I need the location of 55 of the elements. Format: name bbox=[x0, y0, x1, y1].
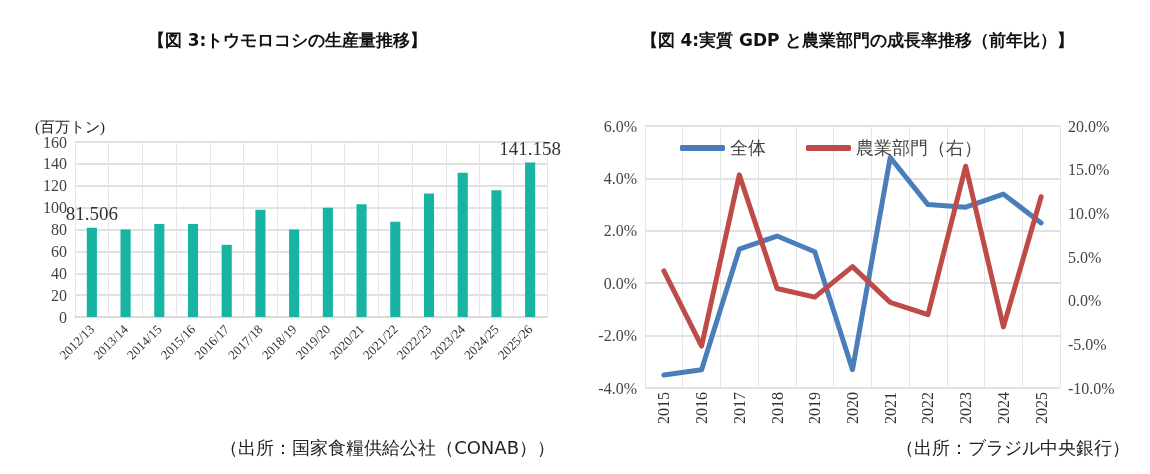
y-tick-label: 20 bbox=[51, 286, 67, 304]
x-tick-label: 2024 bbox=[994, 392, 1012, 424]
y-tick-label: 2.0% bbox=[603, 222, 637, 240]
bar bbox=[120, 229, 131, 317]
bar bbox=[86, 227, 97, 317]
legend-label: 全体 bbox=[730, 138, 766, 158]
bar bbox=[187, 224, 199, 317]
y-tick-label: -4.0% bbox=[598, 379, 637, 397]
x-tick-label: 2018 bbox=[768, 392, 786, 424]
x-tick-label: 2022 bbox=[919, 392, 937, 424]
x-tick-label: 2025 bbox=[1032, 392, 1050, 424]
x-tick-label: 2023 bbox=[957, 392, 975, 424]
bar bbox=[423, 193, 435, 317]
bar bbox=[255, 209, 266, 317]
y-tick-label: 0 bbox=[59, 308, 67, 326]
y2-tick-label: 20.0% bbox=[1068, 117, 1110, 135]
y-tick-label: 160 bbox=[43, 133, 67, 151]
data-label: 141.158 bbox=[499, 137, 562, 159]
text: （出所：ブラジル中央銀行） bbox=[896, 436, 1130, 458]
y-tick-label: 0.0% bbox=[603, 274, 637, 292]
y-tick-label: -2.0% bbox=[598, 327, 637, 345]
y2-tick-label: -5.0% bbox=[1068, 335, 1107, 353]
y2-tick-label: 0.0% bbox=[1068, 292, 1102, 310]
chart-title: 【図 3:トウモロコシの生産量推移】 bbox=[147, 29, 428, 50]
y-tick-label: 140 bbox=[43, 155, 67, 173]
bar bbox=[457, 172, 468, 317]
bar bbox=[525, 162, 536, 317]
y-tick-label: 4.0% bbox=[603, 169, 637, 187]
chart-title: 【図 4:実質 GDP と農業部門の成長率推移（前年比）】 bbox=[640, 29, 1075, 50]
y-tick-label: 40 bbox=[51, 264, 67, 282]
text: （出所：国家食糧供給公社（CONAB）） bbox=[220, 436, 556, 458]
y2-tick-label: 10.0% bbox=[1068, 204, 1110, 222]
x-tick-label: 2021 bbox=[881, 392, 899, 424]
y-tick-label: 120 bbox=[43, 177, 67, 195]
bar bbox=[154, 224, 165, 317]
bar bbox=[322, 207, 333, 317]
bar bbox=[289, 229, 300, 317]
x-tick-label: 2015 bbox=[655, 392, 673, 424]
bar bbox=[491, 190, 502, 317]
y-tick-label: 80 bbox=[51, 221, 67, 238]
y2-tick-label: -10.0% bbox=[1068, 379, 1115, 397]
x-tick-label: 2017 bbox=[730, 392, 748, 424]
y-axis-title: (百万トン) bbox=[35, 118, 105, 136]
x-tick-label: 2019 bbox=[806, 392, 824, 424]
bar bbox=[390, 221, 401, 317]
y2-tick-label: 15.0% bbox=[1068, 161, 1110, 179]
y-tick-label: 100 bbox=[43, 199, 67, 217]
x-tick-label: 2016 bbox=[693, 392, 711, 424]
bar bbox=[356, 204, 367, 317]
y2-tick-label: 5.0% bbox=[1068, 248, 1102, 266]
y-tick-label: 60 bbox=[51, 242, 67, 260]
legend-label: 農業部門（右） bbox=[856, 138, 982, 158]
x-tick-label: 2020 bbox=[844, 392, 861, 424]
y-tick-label: 6.0% bbox=[603, 117, 637, 135]
bar bbox=[221, 244, 232, 317]
